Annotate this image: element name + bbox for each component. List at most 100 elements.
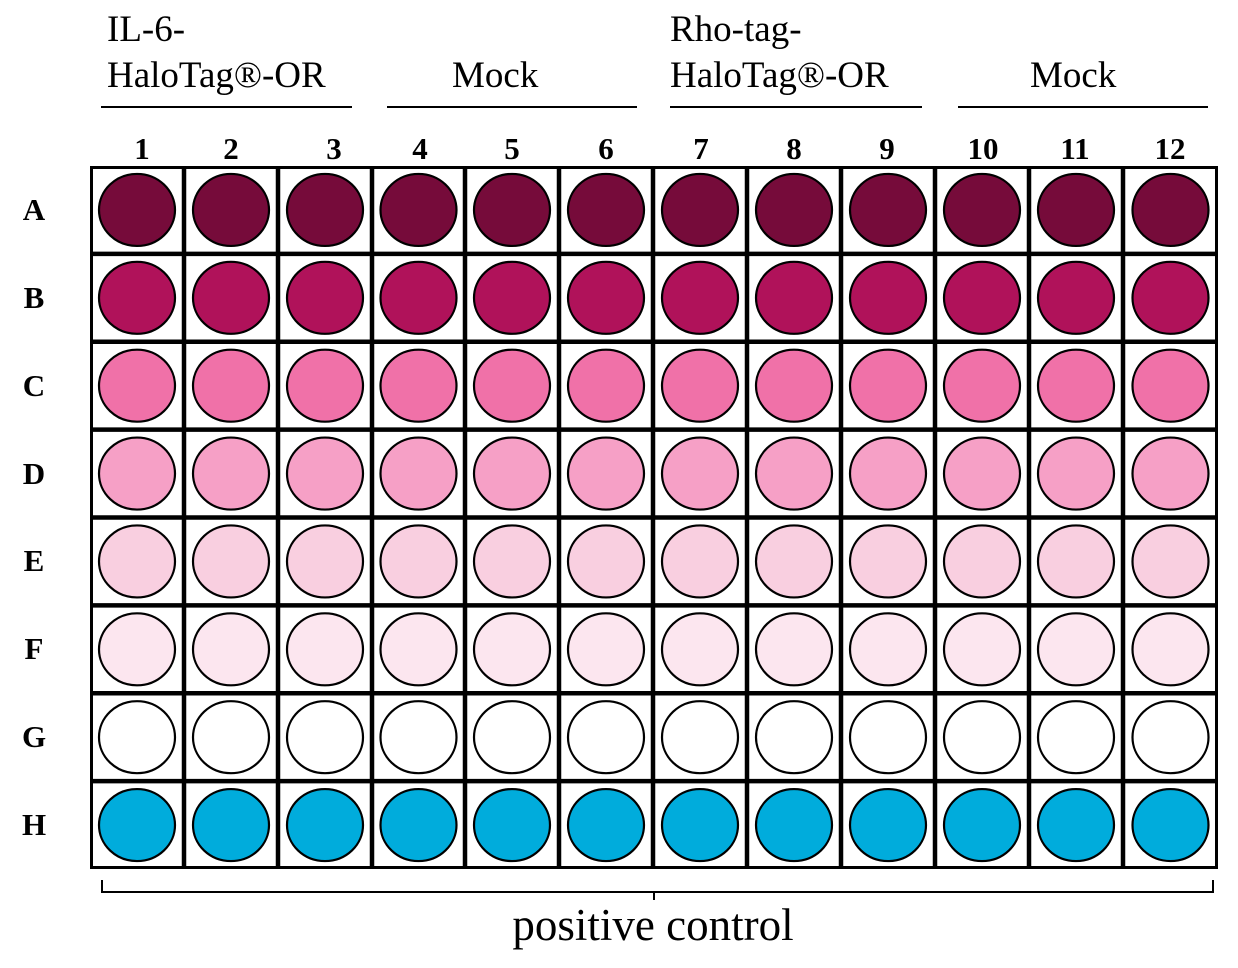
well-C7 bbox=[660, 348, 740, 423]
well-H9 bbox=[848, 787, 928, 863]
well-G8 bbox=[754, 700, 834, 775]
well-B7 bbox=[660, 260, 740, 335]
group-underline bbox=[670, 106, 922, 108]
well-E4 bbox=[379, 524, 458, 599]
well-B4 bbox=[379, 260, 458, 335]
group-label-line2: Mock bbox=[1030, 55, 1117, 96]
well-F7 bbox=[660, 612, 740, 687]
well-C9 bbox=[848, 348, 928, 423]
well-E6 bbox=[566, 524, 646, 599]
column-number: 5 bbox=[504, 131, 520, 166]
well-F3 bbox=[285, 612, 365, 687]
column-number: 6 bbox=[598, 131, 614, 166]
well-D11 bbox=[1036, 436, 1116, 511]
well-E12 bbox=[1131, 524, 1210, 599]
well-E8 bbox=[754, 524, 834, 599]
well-H1 bbox=[97, 787, 177, 863]
well-B10 bbox=[942, 260, 1022, 335]
well-D6 bbox=[566, 436, 646, 511]
group-label-line2: HaloTag®-OR bbox=[670, 55, 889, 96]
well-H3 bbox=[285, 787, 365, 863]
plate-border bbox=[90, 166, 1218, 869]
well-D2 bbox=[191, 436, 271, 511]
column-number: 12 bbox=[1154, 131, 1186, 166]
well-H11 bbox=[1036, 787, 1116, 863]
well-G6 bbox=[566, 700, 646, 775]
row-label: H bbox=[21, 807, 47, 843]
well-B11 bbox=[1036, 260, 1116, 335]
column-number: 4 bbox=[412, 131, 428, 166]
well-C4 bbox=[379, 348, 458, 423]
well-C1 bbox=[97, 348, 177, 423]
column-number: 10 bbox=[967, 131, 999, 166]
well-F5 bbox=[472, 612, 552, 687]
well-G1 bbox=[97, 700, 177, 775]
well-G9 bbox=[848, 700, 928, 775]
well-E2 bbox=[191, 524, 271, 599]
well-H12 bbox=[1131, 787, 1210, 863]
well-G10 bbox=[942, 700, 1022, 775]
well-E10 bbox=[942, 524, 1022, 599]
well-D12 bbox=[1131, 436, 1210, 511]
well-D10 bbox=[942, 436, 1022, 511]
well-H2 bbox=[191, 787, 271, 863]
well-B9 bbox=[848, 260, 928, 335]
group-underline bbox=[387, 106, 637, 108]
group-label-line1: IL-6- bbox=[107, 9, 186, 50]
well-B8 bbox=[754, 260, 834, 335]
well-C3 bbox=[285, 348, 365, 423]
well-A1 bbox=[97, 172, 177, 248]
row-label: C bbox=[22, 367, 46, 403]
well-D7 bbox=[660, 436, 740, 511]
well-B5 bbox=[472, 260, 552, 335]
group-label-line2: Mock bbox=[452, 55, 539, 96]
well-F9 bbox=[848, 612, 928, 687]
well-G12 bbox=[1131, 700, 1210, 775]
well-G2 bbox=[191, 700, 271, 775]
well-G4 bbox=[379, 700, 458, 775]
group-label-line1: Rho-tag- bbox=[670, 9, 802, 50]
row-label: B bbox=[23, 279, 45, 315]
well-F4 bbox=[379, 612, 458, 687]
well-D3 bbox=[285, 436, 365, 511]
group-underline bbox=[101, 106, 352, 108]
column-number: 3 bbox=[326, 131, 342, 166]
well-plate bbox=[90, 166, 1218, 869]
group-label-il6-halotag: IL-6- HaloTag®-OR bbox=[107, 10, 326, 96]
well-E1 bbox=[97, 524, 177, 599]
well-D4 bbox=[379, 436, 458, 511]
well-F8 bbox=[754, 612, 834, 687]
well-D8 bbox=[754, 436, 834, 511]
well-E5 bbox=[472, 524, 552, 599]
well-A2 bbox=[191, 172, 271, 248]
well-G11 bbox=[1036, 700, 1116, 775]
group-label-mock-2: Mock bbox=[1030, 56, 1116, 96]
well-A6 bbox=[566, 172, 646, 248]
well-C12 bbox=[1131, 348, 1210, 423]
column-number: 8 bbox=[786, 131, 802, 166]
row-label: A bbox=[22, 191, 46, 227]
group-underline bbox=[958, 106, 1208, 108]
well-H4 bbox=[379, 787, 458, 863]
well-A8 bbox=[754, 172, 834, 248]
well-B1 bbox=[97, 260, 177, 335]
well-A11 bbox=[1036, 172, 1116, 248]
well-E3 bbox=[285, 524, 365, 599]
well-G5 bbox=[472, 700, 552, 775]
well-B12 bbox=[1131, 260, 1210, 335]
group-label-line2: HaloTag®-OR bbox=[107, 55, 326, 96]
well-A7 bbox=[660, 172, 740, 248]
well-A4 bbox=[379, 172, 458, 248]
well-E7 bbox=[660, 524, 740, 599]
well-F11 bbox=[1036, 612, 1116, 687]
well-A12 bbox=[1131, 172, 1210, 248]
well-A9 bbox=[848, 172, 928, 248]
group-label-rho-tag-halotag: Rho-tag- HaloTag®-OR bbox=[670, 10, 889, 96]
well-H7 bbox=[660, 787, 740, 863]
well-C11 bbox=[1036, 348, 1116, 423]
well-H8 bbox=[754, 787, 834, 863]
column-number: 2 bbox=[223, 131, 239, 166]
well-F6 bbox=[566, 612, 646, 687]
well-F2 bbox=[191, 612, 271, 687]
well-H5 bbox=[472, 787, 552, 863]
